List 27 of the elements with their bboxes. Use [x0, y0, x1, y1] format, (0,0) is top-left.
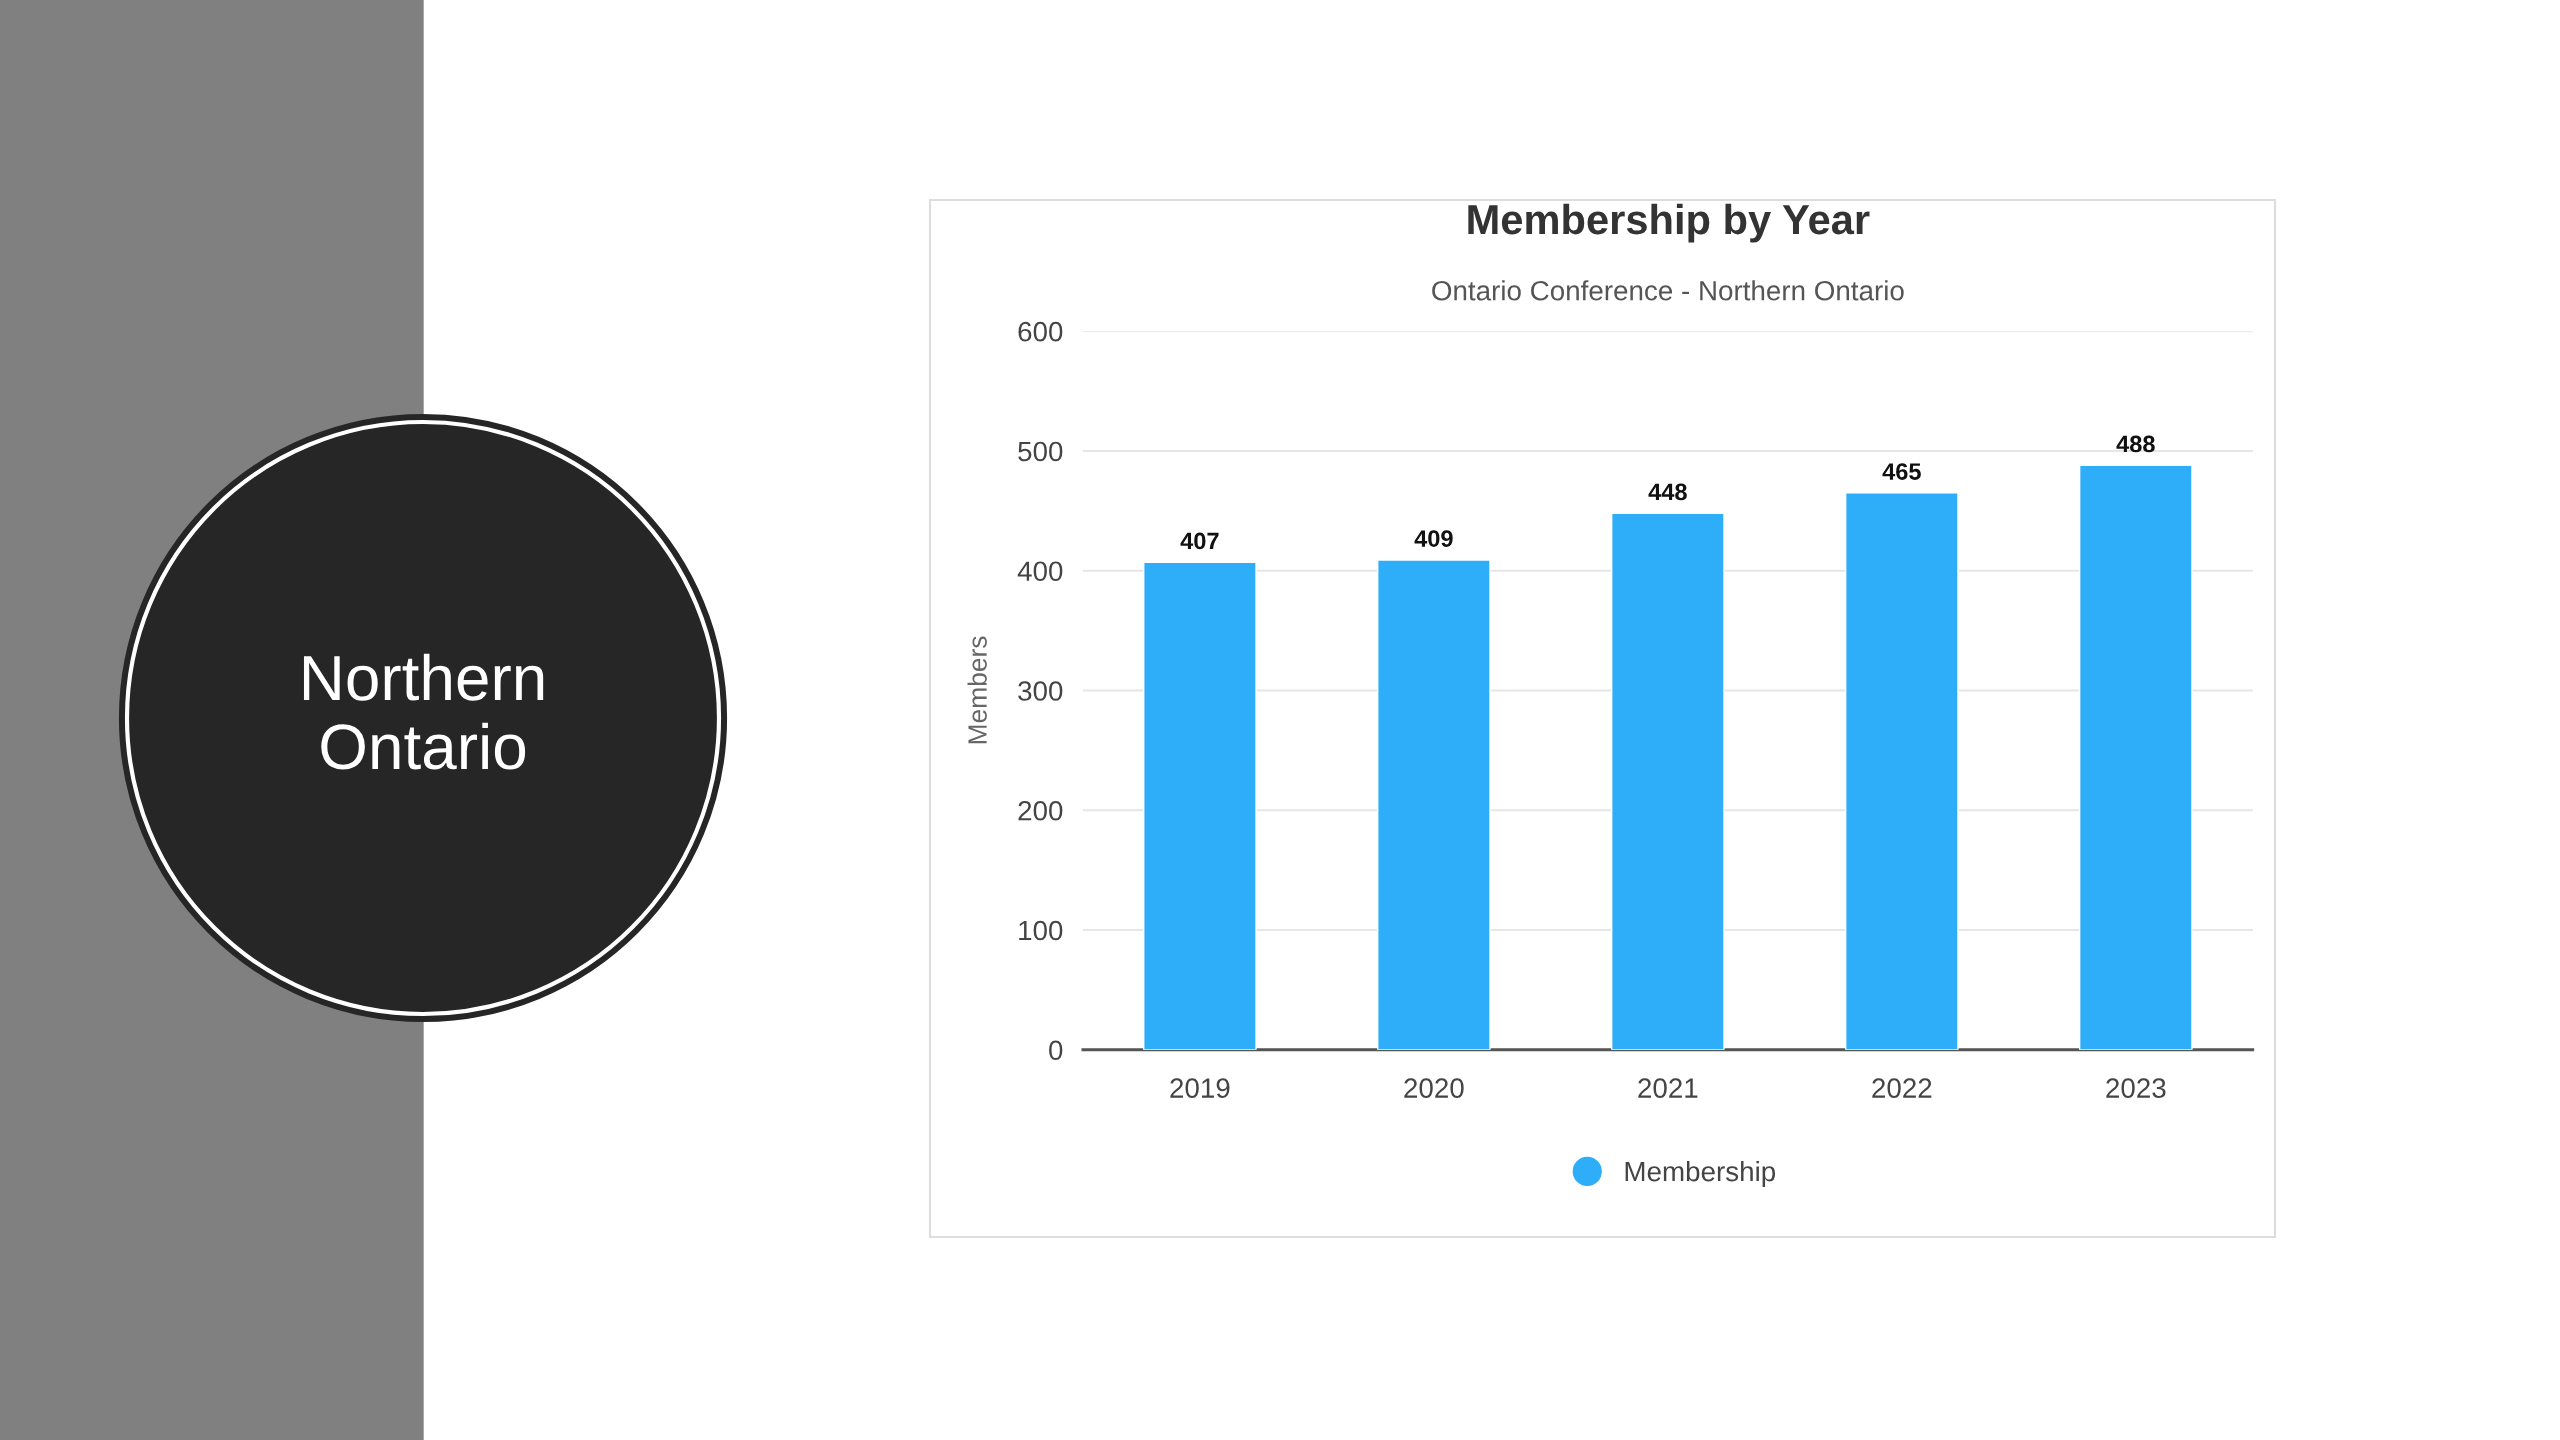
x-tick-label: 2020 [1404, 1078, 1464, 1098]
x-tick-label: 2023 [2106, 1078, 2166, 1098]
chart-title: Membership by Year [1468, 203, 1870, 243]
y-tick-label: 400 [1017, 561, 1063, 582]
data-label: 448 [1648, 483, 1687, 501]
y-tick-label: 500 [1018, 441, 1063, 462]
data-label: 407 [1180, 532, 1219, 550]
bar [1143, 561, 1257, 1050]
data-label: 488 [2116, 435, 2155, 453]
y-tick-label: 0 [1049, 1040, 1063, 1061]
chart-subtitle: Ontario Conference - Northern Ontario [1432, 280, 1904, 301]
bar [1610, 512, 1725, 1050]
bar [1377, 559, 1491, 1050]
legend-label: Membership [1625, 1160, 1776, 1187]
x-tick-label: 2022 [1872, 1078, 1932, 1098]
y-tick-label: 300 [1018, 681, 1063, 701]
y-tick-label: 100 [1019, 920, 1063, 941]
text: Northern Ontario [303, 653, 544, 770]
y-tick-label: 600 [1018, 321, 1063, 342]
data-label: 409 [1414, 530, 1453, 547]
y-axis-title: Members [967, 636, 987, 744]
y-tick-label: 200 [1018, 800, 1063, 821]
x-tick-label: 2021 [1638, 1078, 1698, 1098]
data-label: 465 [1882, 463, 1921, 480]
x-tick-label: 2019 [1170, 1078, 1230, 1098]
bar [2078, 464, 2193, 1050]
bar [1844, 492, 1959, 1050]
